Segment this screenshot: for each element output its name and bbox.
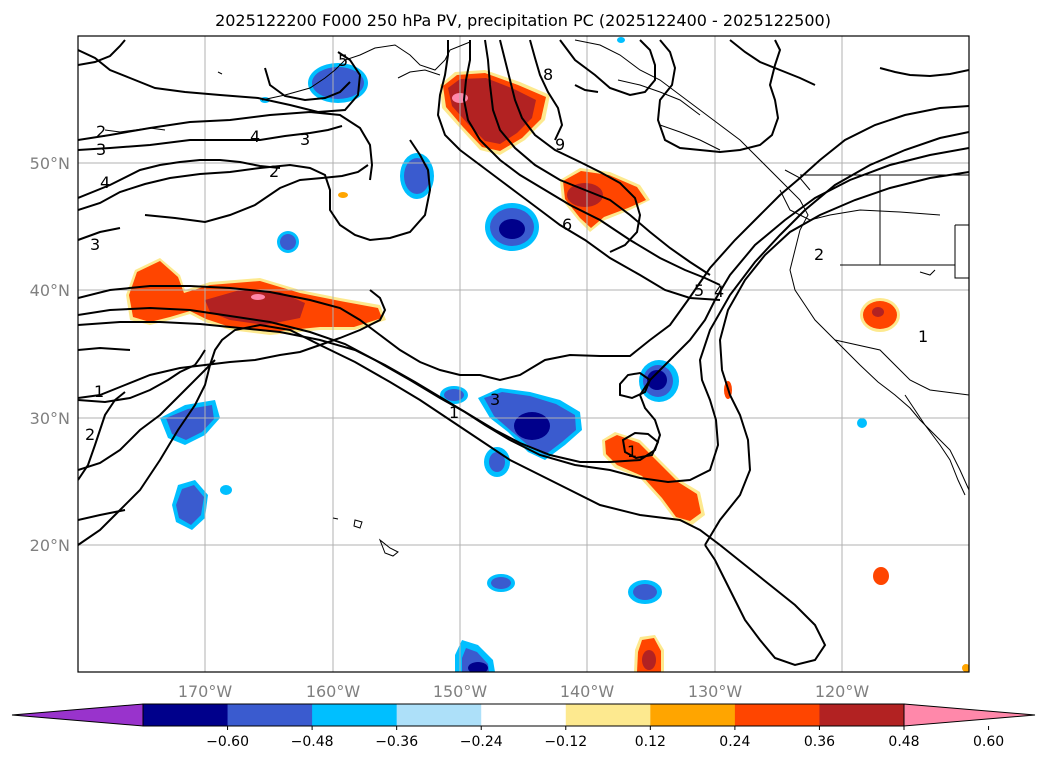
lon-label-130w: 130°W <box>688 682 743 701</box>
colorbar-swatch <box>650 704 736 726</box>
contour-label: 4 <box>714 282 724 301</box>
contour-label: 1 <box>918 327 928 346</box>
colorbar-tick-label: −0.12 <box>544 734 587 750</box>
pos-blob-california <box>860 298 900 332</box>
colorbar-swatch <box>312 704 398 726</box>
neg-blob-east <box>639 360 679 402</box>
lat-label-40n: 40°N <box>30 281 70 300</box>
contour-label: 3 <box>490 390 500 409</box>
latitude-labels: 50°N 40°N 30°N 20°N <box>30 154 70 555</box>
contour-label: 2 <box>85 425 95 444</box>
contour-label: 1 <box>627 442 637 461</box>
neg-blob-small-4 <box>487 574 515 592</box>
colorbar-tick-label: −0.24 <box>460 734 503 750</box>
neg-blob-central <box>485 203 539 251</box>
graticule <box>78 36 969 672</box>
lon-label-140w: 140°W <box>560 682 615 701</box>
contour-label: 3 <box>96 140 106 159</box>
colorbar-tick-label: 0.60 <box>973 734 1004 750</box>
contour-label: 4 <box>250 127 260 146</box>
colorbar-swatch <box>481 704 567 726</box>
neg-blob-south <box>455 640 495 672</box>
contour-label: 8 <box>543 65 553 84</box>
colorbar-outline <box>142 703 905 727</box>
colorbar-swatch <box>819 704 905 726</box>
map-background <box>78 36 969 672</box>
contour-label: 4 <box>100 173 110 192</box>
lat-label-20n: 20°N <box>30 536 70 555</box>
colorbar-tick-label: 0.24 <box>719 734 750 750</box>
coastlines <box>104 39 969 557</box>
colorbar-tick-label: 0.48 <box>888 734 919 750</box>
colorbar-swatch <box>565 704 651 726</box>
colorbar-tick-label: −0.60 <box>206 734 249 750</box>
colorbar-extend-min <box>11 703 144 727</box>
pv-contours <box>78 39 969 667</box>
map-frame <box>77 35 970 673</box>
colorbar-tick-label: 0.36 <box>804 734 835 750</box>
pos-blob-subtropical-east <box>602 432 705 525</box>
lat-label-30n: 30°N <box>30 409 70 428</box>
figure-title: 2025122200 F000 250 hPa PV, precipitatio… <box>215 11 831 30</box>
neg-blob-subtropical <box>478 388 582 460</box>
pos-blob-pnw-offshore <box>560 168 650 232</box>
contour-label: 9 <box>555 135 565 154</box>
colorbar-tick-label: −0.48 <box>291 734 334 750</box>
colorbar-swatch <box>734 704 820 726</box>
colorbar-tick-label: 0.12 <box>635 734 666 750</box>
neg-blob-small-1 <box>277 231 299 253</box>
pos-blob-south-strip <box>634 635 664 672</box>
contour-label: 2 <box>96 122 106 141</box>
neg-blob-west-2 <box>172 480 208 530</box>
lon-label-120w: 120°W <box>815 682 870 701</box>
lat-label-50n: 50°N <box>30 154 70 173</box>
neg-blob-small-5 <box>628 580 662 604</box>
map-panel: 2 3 4 3 2 4 3 1 2 8 9 6 5 4 2 1 3 1 1 5 <box>78 36 969 672</box>
neg-blob-aleutian <box>308 63 368 103</box>
colorbar-swatch <box>227 704 313 726</box>
contour-label: 1 <box>449 403 459 422</box>
contour-label: 5 <box>694 281 704 300</box>
contour-label: 6 <box>562 215 572 234</box>
colorbar-swatch <box>396 704 482 726</box>
colorbar-swatch <box>143 704 229 726</box>
negative-precip-anomalies <box>160 37 867 672</box>
contour-label: 3 <box>300 130 310 149</box>
longitude-labels: 170°W 160°W 150°W 140°W 130°W 120°W <box>178 682 870 701</box>
lon-label-170w: 170°W <box>178 682 233 701</box>
colorbar-tick-label: −0.36 <box>375 734 418 750</box>
lon-label-150w: 150°W <box>433 682 488 701</box>
colorbar-extend-max <box>903 703 1036 727</box>
contour-label: 2 <box>814 245 824 264</box>
neg-blob-small-2 <box>440 386 468 404</box>
lon-label-160w: 160°W <box>306 682 361 701</box>
contour-label: 3 <box>90 235 100 254</box>
contour-label: 5 <box>338 51 348 70</box>
contour-label: 1 <box>94 382 104 401</box>
contour-labels: 2 3 4 3 2 4 3 1 2 8 9 6 5 4 2 1 3 1 1 5 <box>85 51 928 461</box>
contour-label: 2 <box>269 162 279 181</box>
colorbar: −0.60 −0.48 −0.36 −0.24 −0.12 0.12 0.24 0.36 0.4… <box>11 703 1036 750</box>
